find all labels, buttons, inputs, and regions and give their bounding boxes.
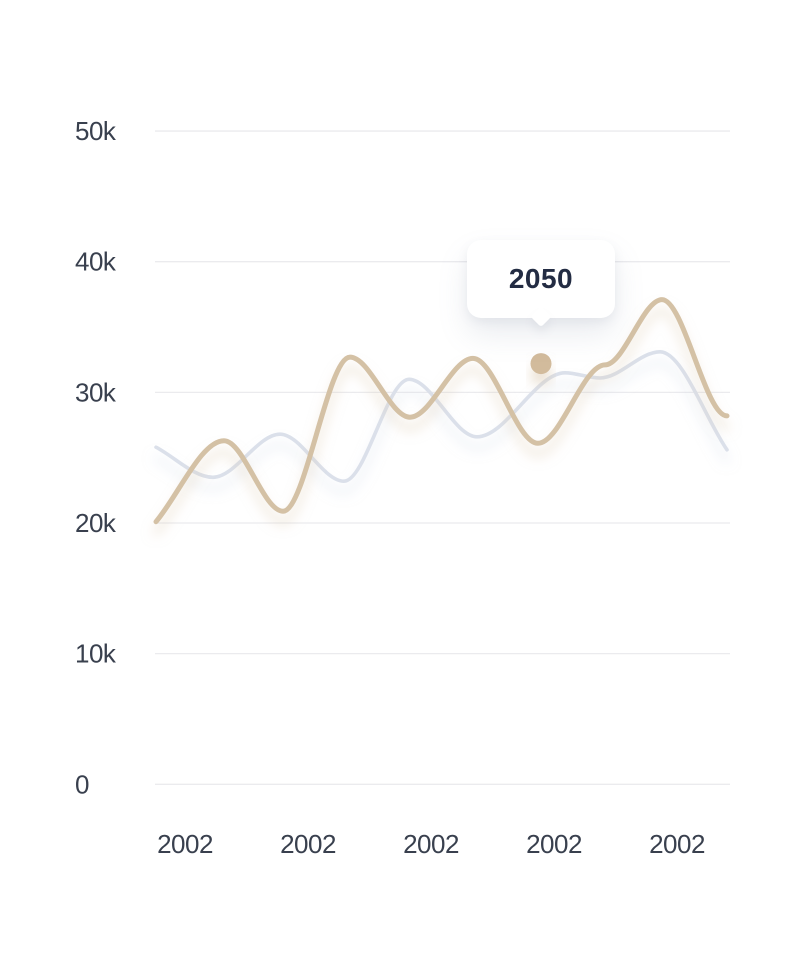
y-axis-labels: 50k 40k 30k 20k 10k 0 bbox=[75, 116, 117, 799]
series-line-secondary[interactable] bbox=[154, 349, 729, 484]
x-tick-label: 2002 bbox=[403, 829, 459, 859]
x-tick-label: 2002 bbox=[157, 829, 213, 859]
x-tick-label: 2002 bbox=[649, 829, 705, 859]
active-point-marker[interactable] bbox=[530, 353, 552, 375]
series-line-primary[interactable] bbox=[153, 297, 730, 525]
x-tick-label: 2002 bbox=[526, 829, 582, 859]
y-tick-label: 50k bbox=[75, 116, 117, 146]
gridlines bbox=[155, 130, 730, 785]
y-tick-label: 40k bbox=[75, 247, 117, 277]
y-tick-label: 10k bbox=[75, 639, 117, 669]
y-tick-label: 20k bbox=[75, 508, 117, 538]
x-tick-label: 2002 bbox=[280, 829, 336, 859]
tooltip-value: 2050 bbox=[508, 263, 574, 294]
y-tick-label: 30k bbox=[75, 377, 117, 407]
y-tick-label: 0 bbox=[75, 769, 89, 799]
tooltip: 2050 bbox=[467, 240, 615, 328]
x-axis-labels: 2002 2002 2002 2002 2002 bbox=[157, 829, 705, 859]
